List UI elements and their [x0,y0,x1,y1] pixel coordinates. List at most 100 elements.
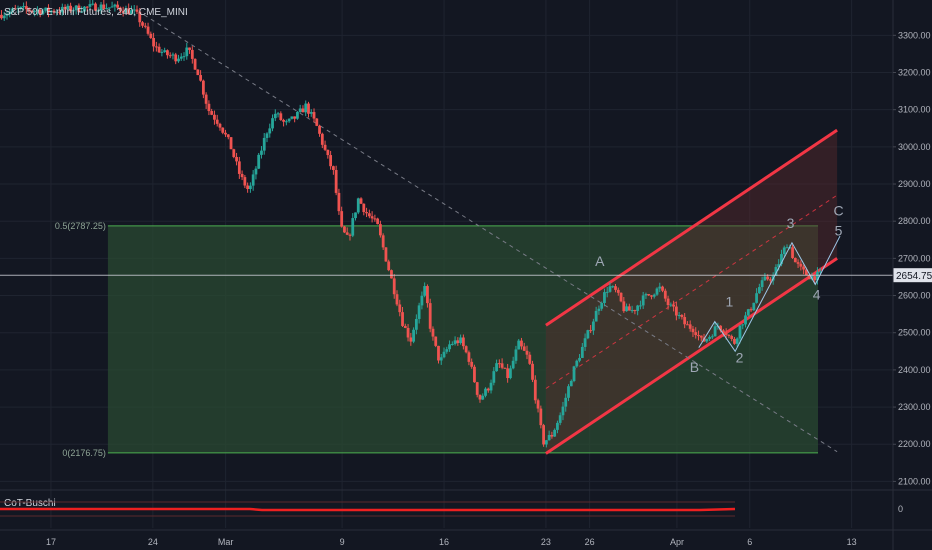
candle-body [5,13,9,16]
time-axis[interactable]: 17 24 Mar 9 16 23 26 Apr 6 13 [0,529,932,547]
time-tick-label: 16 [439,537,449,547]
candle-body [182,56,186,58]
candle-body [52,10,56,13]
candle-body [381,235,385,248]
candle-body [116,4,120,8]
candle-body [459,337,463,344]
candle-body [461,337,465,347]
candle-body [528,354,532,364]
candle-body [354,212,357,219]
candle-body [414,318,418,330]
candle-body [517,340,521,350]
candle-body [282,119,285,122]
candle-body [650,295,653,297]
candle-body [345,232,349,235]
candle-body [166,50,169,56]
candle-body [107,7,111,9]
candle-body [719,325,723,331]
candle-body [30,10,34,12]
candle-body [304,103,308,113]
candle-body [721,330,725,334]
candle-body [395,294,399,305]
candle-body [334,170,338,193]
candle-body [766,276,770,280]
candle-body [591,321,595,331]
time-tick-label: 24 [148,537,158,547]
candle-body [683,317,687,325]
price-axis[interactable]: 2100.00 2200.00 2300.00 2400.00 2500.00 2600.… [892,0,931,550]
candle-body [290,116,294,119]
candle-body [262,137,266,151]
candle-body [77,5,81,12]
candle-body [91,3,95,5]
candle-body [63,6,67,10]
candle-body [611,286,615,288]
candle-body [763,276,767,281]
wave-polyline[interactable] [698,235,841,353]
channel-lower-line[interactable] [545,257,838,455]
candle-body [470,361,474,367]
wave-path[interactable] [698,235,841,353]
candle-body [157,46,161,53]
candle-body [802,266,806,270]
candle-body [594,310,598,322]
candle-body [473,366,476,383]
candle-body [630,310,634,312]
candle-body [627,306,631,311]
parallel-channel[interactable] [545,128,838,455]
candle-body [237,161,241,174]
wave-label-3: 3 [787,215,795,231]
time-tick-label: 26 [585,537,595,547]
candle-body [41,10,45,15]
candle-body [431,328,435,337]
candle-body [160,51,164,53]
candle-body [807,275,811,280]
candle-body [171,54,175,56]
candle-body [796,262,800,264]
candle-body [655,288,659,295]
candle-body [284,121,288,123]
wave-label-4: 4 [813,286,821,302]
wave-label-a: A [595,253,605,269]
candle-body [190,49,194,59]
candle-body [437,345,440,361]
candle-body [608,286,612,292]
candle-body [390,270,393,279]
price-tick-label: 2800.00 [898,216,931,226]
candle-body [36,9,39,11]
candle-body [210,111,214,115]
candle-body [38,9,42,15]
candle-body [265,133,269,138]
descending-trendline[interactable] [143,14,838,453]
candle-body [647,294,651,296]
price-tick-label: 2100.00 [898,476,931,486]
candle-body [730,336,734,339]
channel-upper-line[interactable] [545,128,838,327]
candle-body [686,324,689,326]
candle-body [13,8,17,10]
time-tick-label: 6 [747,537,752,547]
trendline[interactable] [143,14,838,453]
candle-body [174,54,178,62]
candle-body [818,271,822,273]
candle-body [276,113,280,115]
last-price-tag [893,268,932,283]
candle-body [154,46,158,48]
candle-body [724,333,728,335]
candle-body [16,8,20,10]
candle-body [603,292,606,304]
candle-body [340,211,344,227]
candle-body [199,75,203,81]
candle-body [672,304,676,307]
price-tick-label: 2900.00 [898,179,931,189]
candle-body [240,173,244,178]
candle-body [710,336,714,338]
candle-body [564,397,568,407]
candle-body [318,125,321,134]
candle-body [583,338,587,347]
candle-body [578,357,581,361]
candle-body [224,132,227,135]
candle-body [539,408,543,426]
candle-body [503,367,507,369]
